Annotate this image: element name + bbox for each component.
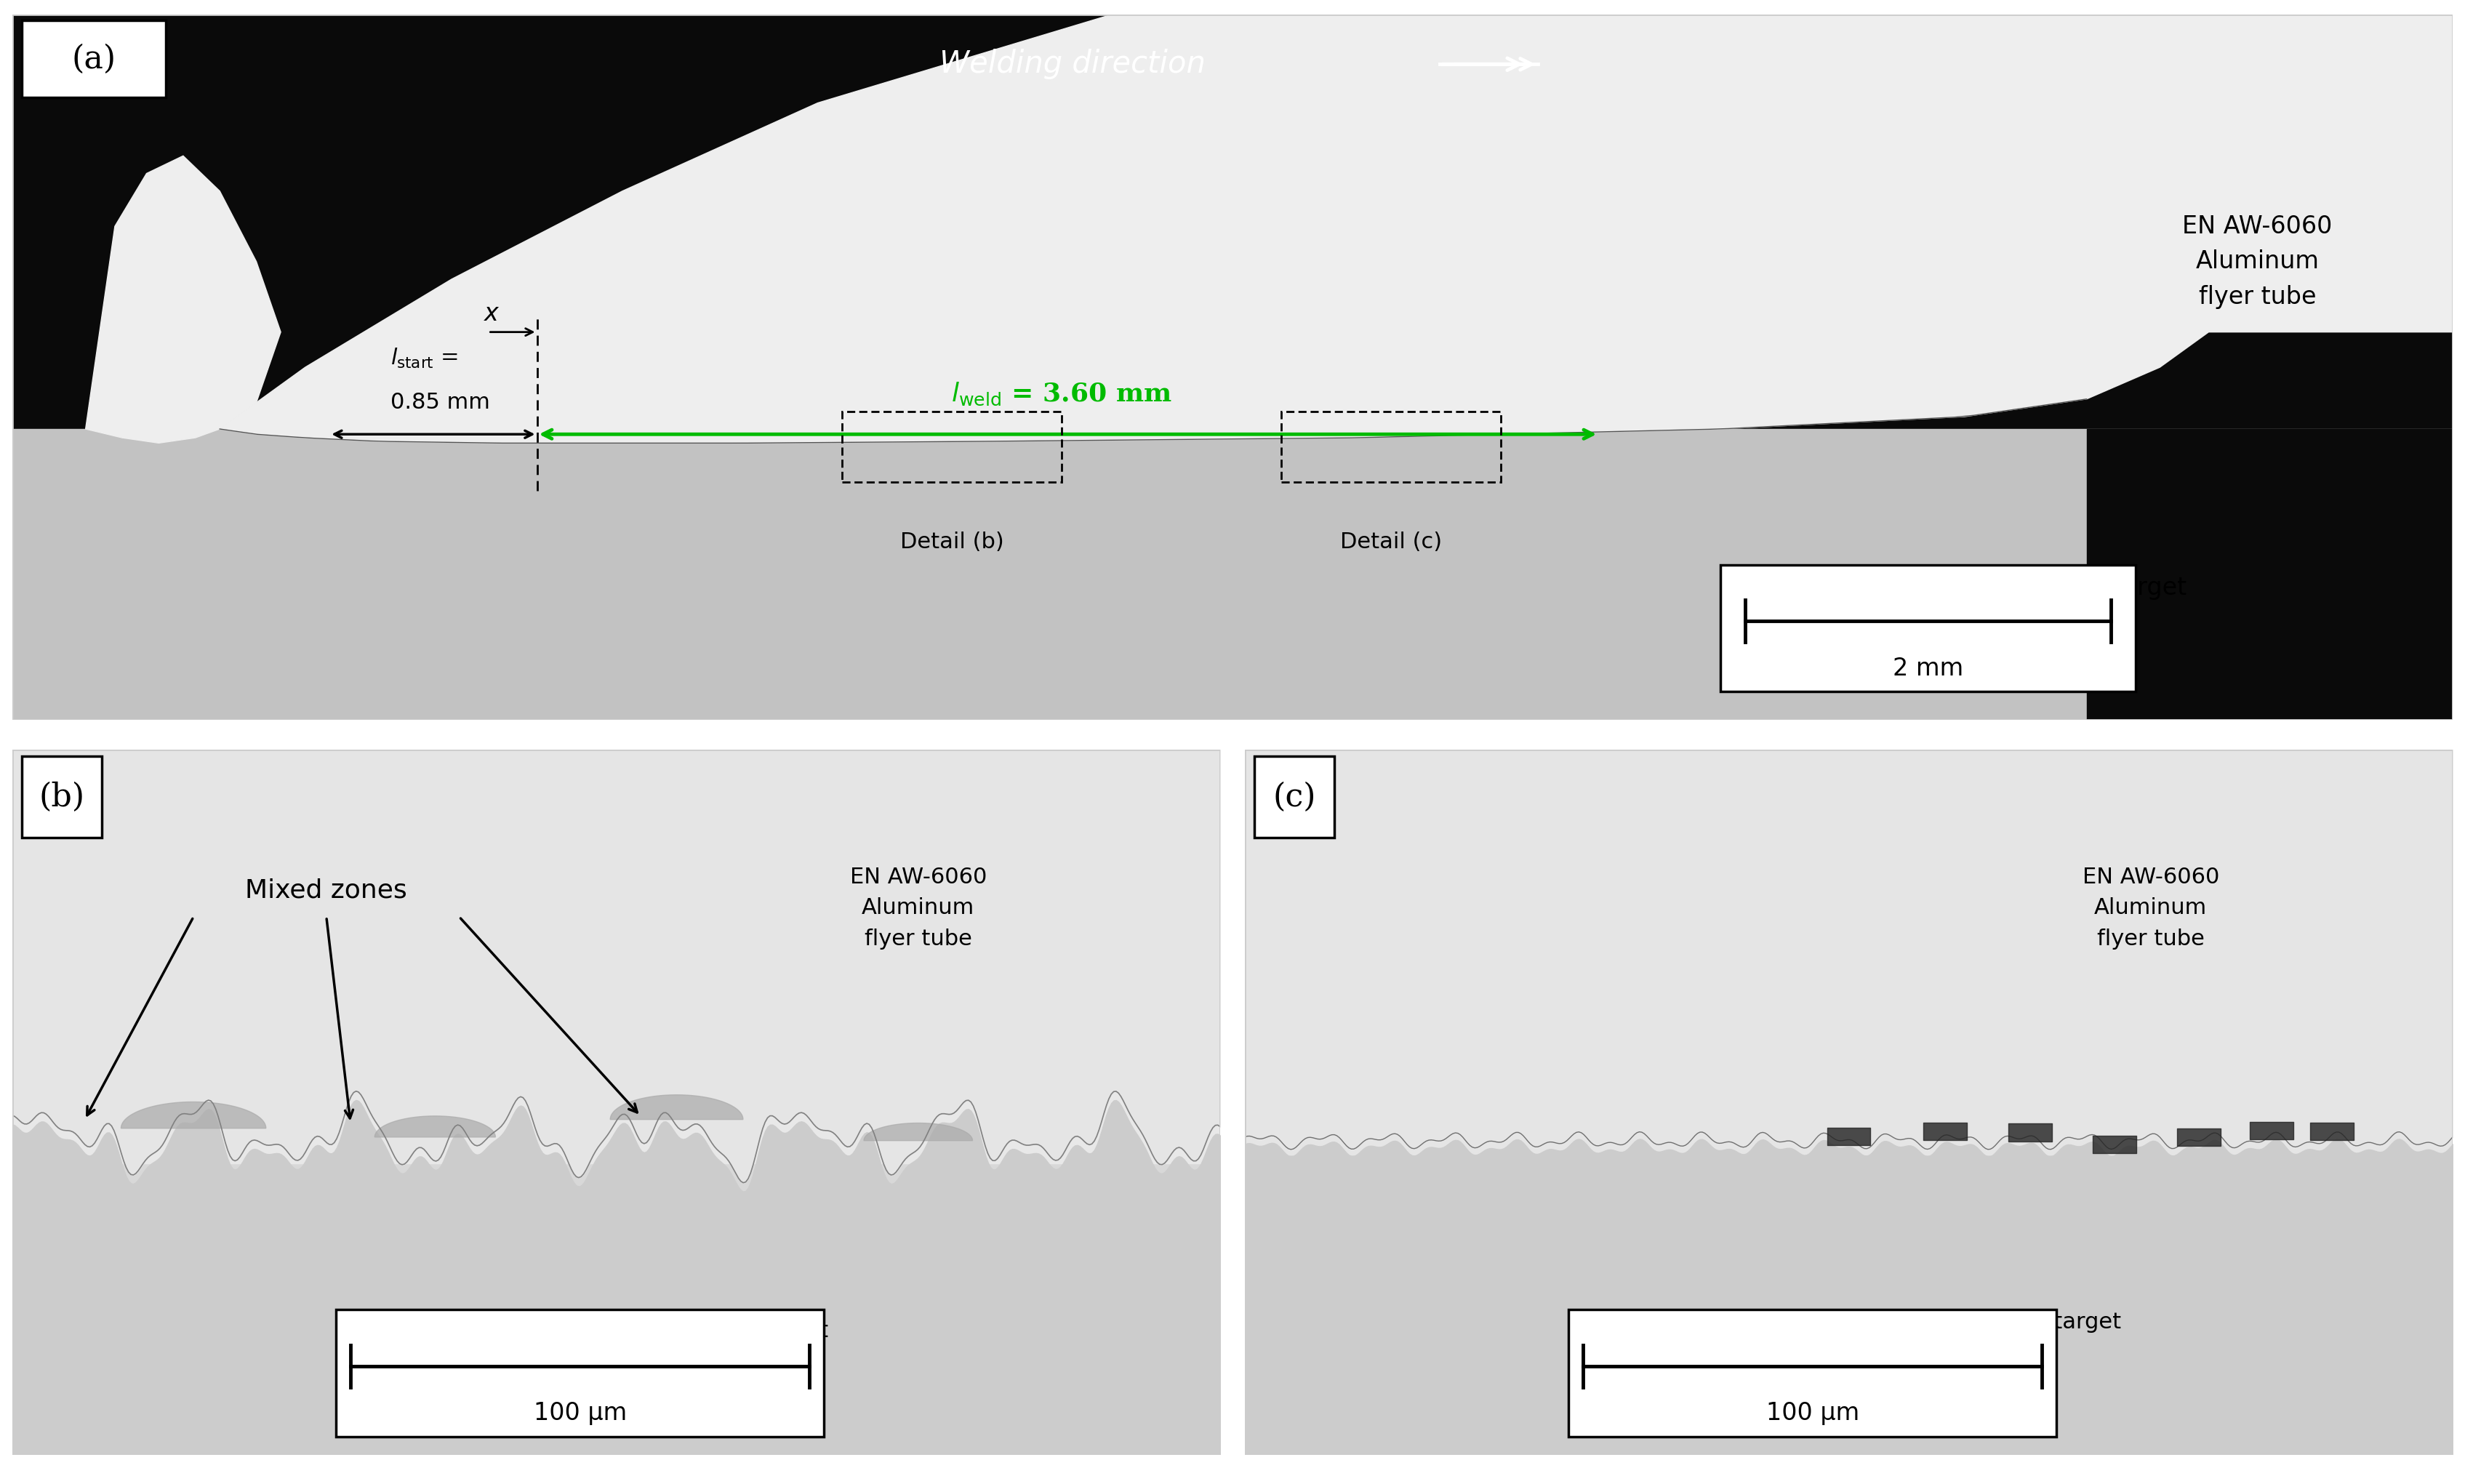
Text: (c): (c) — [1272, 781, 1316, 813]
Polygon shape — [121, 1103, 266, 1128]
Text: EN AW-6060
Aluminum
flyer tube: EN AW-6060 Aluminum flyer tube — [850, 867, 986, 950]
Text: C45-Steel target: C45-Steel target — [1937, 1312, 2122, 1333]
Text: (b): (b) — [39, 781, 84, 813]
Bar — [1245, 749, 2453, 1155]
Bar — [1721, 565, 2135, 692]
Text: EN AW-6060
Aluminum
flyer tube: EN AW-6060 Aluminum flyer tube — [2182, 214, 2332, 309]
Text: Welding direction: Welding direction — [939, 49, 1205, 80]
Bar — [12, 429, 2453, 720]
Bar — [335, 1310, 823, 1437]
Text: EN AW-6060
Aluminum
flyer tube: EN AW-6060 Aluminum flyer tube — [2083, 867, 2218, 950]
Bar — [843, 411, 1062, 482]
Polygon shape — [219, 15, 2453, 444]
Text: C45-Steel target: C45-Steel target — [1987, 576, 2186, 600]
Bar — [12, 749, 1220, 1163]
Bar — [1568, 1310, 2056, 1437]
FancyBboxPatch shape — [22, 757, 101, 837]
Text: 2 mm: 2 mm — [1893, 656, 1962, 680]
Text: $l_{\rm start}$ =: $l_{\rm start}$ = — [389, 347, 458, 370]
Text: 100 μm: 100 μm — [1765, 1401, 1859, 1426]
Polygon shape — [86, 156, 281, 444]
FancyBboxPatch shape — [22, 21, 165, 98]
Text: C45-Steel target: C45-Steel target — [646, 1321, 828, 1342]
Polygon shape — [611, 1095, 742, 1119]
Text: 100 μm: 100 μm — [532, 1401, 626, 1426]
Text: $l_{\rm weld}$ = 3.60 mm: $l_{\rm weld}$ = 3.60 mm — [951, 380, 1173, 407]
Text: $x$: $x$ — [483, 303, 500, 326]
Text: (a): (a) — [71, 43, 116, 74]
Polygon shape — [863, 1123, 974, 1141]
Text: 0.85 mm: 0.85 mm — [389, 392, 491, 413]
Polygon shape — [2085, 429, 2453, 720]
Text: Detail (b): Detail (b) — [900, 531, 1003, 552]
FancyBboxPatch shape — [1255, 757, 1334, 837]
Bar — [1282, 411, 1501, 482]
Text: Detail (c): Detail (c) — [1341, 531, 1442, 552]
Text: Mixed zones: Mixed zones — [246, 879, 407, 902]
Polygon shape — [375, 1116, 495, 1137]
